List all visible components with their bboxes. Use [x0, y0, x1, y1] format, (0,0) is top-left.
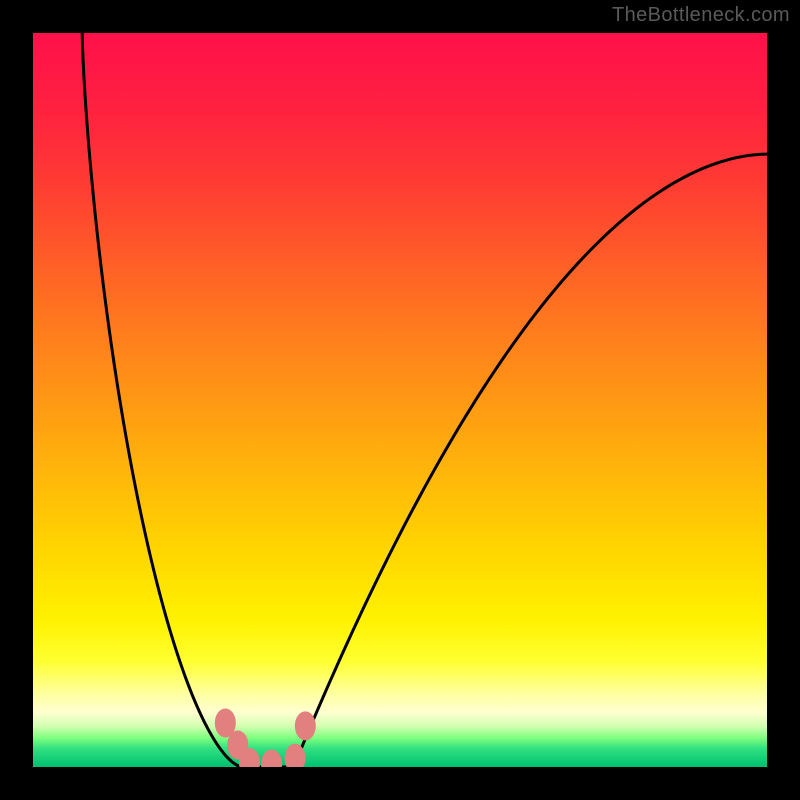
plot-svg — [33, 33, 767, 767]
marker-point — [295, 712, 315, 740]
marker-point — [285, 744, 305, 767]
gradient-background — [33, 33, 767, 767]
watermark-text: TheBottleneck.com — [612, 4, 790, 27]
canvas: TheBottleneck.com — [0, 0, 800, 800]
plot-area — [33, 33, 767, 767]
